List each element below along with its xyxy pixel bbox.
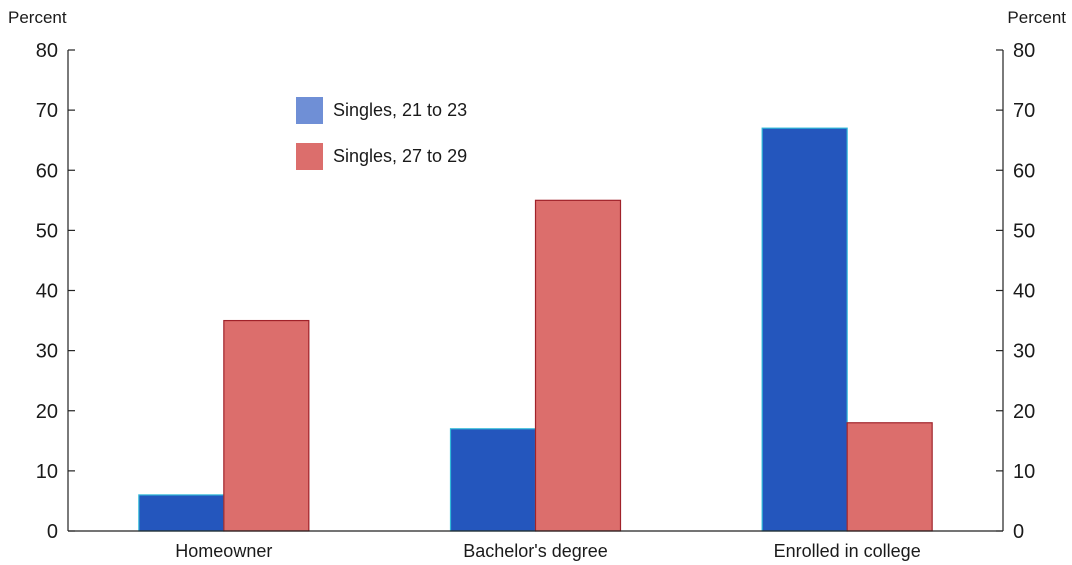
right-tick-label-10: 10 (1013, 461, 1035, 483)
right-tick-label-70: 70 (1013, 100, 1035, 122)
left-tick-label-60: 60 (36, 160, 58, 182)
bar-homeowner-series-1 (138, 494, 225, 532)
legend-label-2: Singles, 27 to 29 (333, 146, 467, 166)
left-tick-label-70: 70 (36, 100, 58, 122)
bar-enrolled-in-college-series-2 (846, 422, 933, 532)
category-label-bachelor-s-degree: Bachelor's degree (463, 541, 608, 561)
right-tick-label-80: 80 (1013, 40, 1035, 62)
category-labels-group: Homeowner Bachelor's degree Enrolled in co… (175, 541, 920, 561)
left-tick-label-20: 20 (36, 401, 58, 423)
category-label-enrolled-in-college: Enrolled in college (774, 541, 921, 561)
right-axis-unit-label: Percent (1007, 8, 1066, 27)
left-tick-label-80: 80 (36, 40, 58, 62)
legend: Singles, 21 to 23 Singles, 27 to 29 (296, 97, 467, 170)
bar-bachelor-s-degree-series-1 (449, 428, 537, 532)
legend-swatch-1 (296, 97, 323, 124)
legend-swatch-2 (296, 143, 323, 170)
right-tick-label-50: 50 (1013, 220, 1035, 242)
right-tick-label-30: 30 (1013, 341, 1035, 363)
bars-group (138, 127, 933, 532)
right-tick-label-60: 60 (1013, 160, 1035, 182)
left-tick-label-40: 40 (36, 281, 58, 303)
legend-label-1: Singles, 21 to 23 (333, 100, 467, 120)
bar-enrolled-in-college-series-1 (761, 127, 848, 532)
left-tick-label-30: 30 (36, 341, 58, 363)
bar-bachelor-s-degree-series-2 (534, 199, 622, 532)
right-tick-label-0: 0 (1013, 521, 1024, 543)
ticks-group: 0 0 10 10 20 20 30 30 40 40 50 50 60 60 70 70 80 80 (36, 40, 1036, 543)
category-label-homeowner: Homeowner (175, 541, 272, 561)
right-tick-label-40: 40 (1013, 281, 1035, 303)
left-axis-unit-label: Percent (8, 8, 67, 27)
right-tick-label-20: 20 (1013, 401, 1035, 423)
left-tick-label-50: 50 (36, 220, 58, 242)
left-tick-label-0: 0 (47, 521, 58, 543)
bar-homeowner-series-2 (223, 319, 310, 532)
left-tick-label-10: 10 (36, 461, 58, 483)
